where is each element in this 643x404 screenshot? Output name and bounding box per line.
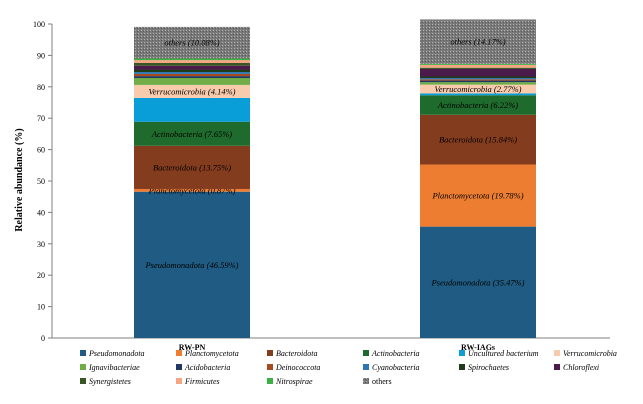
bar-segment-firmicutes [134, 60, 250, 63]
bar-segment-nitrospirae [420, 63, 536, 65]
bar-segment-deinococcota [420, 79, 536, 81]
bar-segment-acidobacteria [420, 80, 536, 83]
bar-segment-ignavibacteriae [420, 82, 536, 85]
legend: Pseudomonadota Planctomycetota Bacteroidot… [80, 349, 617, 386]
data-label: Planctomycetota (19.78%) [431, 191, 523, 201]
bar-segment-ignavibacteriae [134, 78, 250, 85]
bar-segment-actinobacteria [134, 121, 250, 146]
y-tick-label: 80 [37, 83, 45, 92]
legend-entry-label: Uncultured bacterium [468, 349, 539, 358]
data-label: others (10.08%) [164, 38, 219, 48]
bar-segment-nitrospirae [134, 58, 250, 61]
legend-entry-label: Cyanobacteria [372, 363, 420, 372]
y-tick-label: 40 [37, 208, 45, 217]
legend-swatch [363, 378, 369, 384]
data-label: Verrucomicrobia (4.14%) [148, 86, 235, 96]
legend-entry-label: Actinobacteria [371, 349, 420, 358]
legend-entry-label: Chloroflexi [563, 363, 599, 372]
bar-segment-others [420, 19, 536, 64]
bar-segment-planctomycetota [134, 188, 250, 192]
bar-segment-planctomycetota [420, 164, 536, 227]
legend-swatch [554, 364, 560, 370]
legend-entry-label: Ignavibacteriae [88, 363, 140, 372]
bar-segment-verrucomicrobia [134, 84, 250, 98]
legend-swatch [459, 350, 465, 356]
y-tick-label: 50 [37, 177, 45, 186]
bar-segment-cyanobacteria [134, 72, 250, 74]
y-tick-label: 30 [37, 240, 45, 249]
legend-entry-label: Deinococcota [275, 363, 320, 372]
bar-segment-chloroflexi [134, 65, 250, 70]
legend-swatch [176, 378, 182, 384]
legend-entry-label: Verrucomicrobia [563, 349, 617, 358]
legend-entry-label: Pseudomonadota [88, 349, 145, 358]
bar-segment-others [134, 26, 250, 59]
bar-segment-deinococcota [134, 73, 250, 77]
legend-entry-label: others [372, 377, 392, 386]
legend-swatch [459, 364, 465, 370]
bar-segment-uncultured-bacterium [420, 93, 536, 96]
bar-segment-spirochaetes [420, 76, 536, 79]
legend-entry-label: Acidobacteria [184, 363, 230, 372]
bar-segment-actinobacteria [420, 95, 536, 115]
bar-segment-acidobacteria [134, 76, 250, 79]
legend-swatch [554, 350, 560, 356]
bar-segment-synergistetes [134, 62, 250, 66]
bar-segment-pseudomonadota [134, 191, 250, 338]
bar-segment-pseudomonadota [420, 226, 536, 338]
legend-swatch [176, 350, 182, 356]
bar-segment-uncultured-bacterium [134, 97, 250, 122]
bar-segment-firmicutes [420, 64, 536, 68]
data-label: Bacteroidota (13.75%) [153, 162, 231, 172]
bar-segment-spirochaetes [134, 69, 250, 73]
y-tick-label: 70 [37, 114, 45, 123]
legend-swatch [363, 350, 369, 356]
bar-segment-bacteroidota [134, 145, 250, 189]
data-label: Verrucomicrobia (2.77%) [434, 84, 521, 94]
legend-swatch [80, 378, 86, 384]
bar-segment-verrucomicrobia [420, 84, 536, 94]
legend-entry-label: Bacteroidota [276, 349, 317, 358]
y-tick-label: 90 [37, 51, 45, 60]
legend-entry-label: Nitrospirae [275, 377, 313, 386]
x-tick-label: RW-PN [179, 343, 206, 352]
legend-entry-label: Planctomycetota [184, 349, 239, 358]
legend-swatch [80, 364, 86, 370]
y-tick-label: 100 [33, 20, 45, 29]
legend-swatch [267, 364, 273, 370]
legend-swatch [80, 350, 86, 356]
legend-swatch [267, 350, 273, 356]
bar-segment-chloroflexi [420, 68, 536, 77]
y-axis-label: Relative abundance (%) [14, 128, 25, 231]
data-label: Bacteroidota (15.84%) [439, 135, 517, 145]
bar-segment-synergistetes [420, 67, 536, 69]
data-label: Pseudomonadota (46.59%) [144, 260, 238, 270]
legend-swatch [267, 378, 273, 384]
data-label: Planctomycetota (0.87%) [148, 185, 236, 195]
data-label: Pseudomonadota (35.47%) [430, 277, 524, 287]
x-tick-label: RW-IAGs [461, 343, 495, 352]
y-tick-label: 20 [37, 271, 45, 280]
bar-segment-bacteroidota [420, 114, 536, 165]
legend-entry-label: Synergistetes [89, 377, 131, 386]
data-label: others (14.17%) [450, 37, 505, 47]
plot-area: 0 10 20 30 40 50 60 70 80 90 100 Pseudomonadota (46… [33, 19, 610, 352]
data-label: Actinobacteria (6.22%) [437, 100, 518, 110]
legend-entry-label: Spirochaetes [468, 363, 509, 372]
bar-segment-cyanobacteria [420, 78, 536, 80]
data-label: Actinobacteria (7.65%) [151, 129, 232, 139]
legend-entry-label: Firmicutes [184, 377, 220, 386]
legend-swatch [363, 364, 369, 370]
y-tick-label: 0 [41, 334, 45, 343]
y-tick-label: 10 [37, 303, 45, 312]
y-tick-label: 60 [37, 146, 45, 155]
legend-swatch [176, 364, 182, 370]
